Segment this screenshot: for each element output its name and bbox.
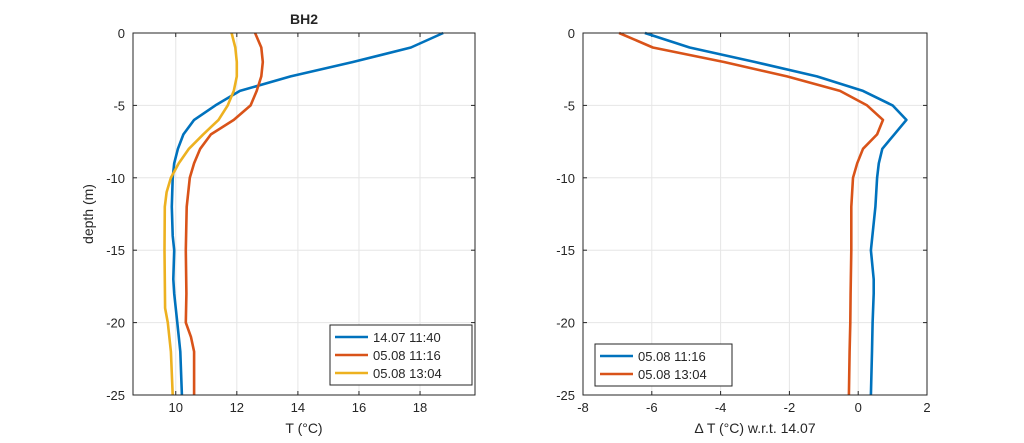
y-tick-label: -15 [106, 243, 125, 258]
series-line-05-08-13-04 [618, 31, 885, 396]
y-tick-label: -10 [556, 171, 575, 186]
legend-label: 14.07 11:40 [373, 330, 441, 345]
x-tick-label: 0 [855, 400, 862, 415]
legend: 14.07 11:40 05.08 11:16 05.08 13:04 [329, 324, 473, 386]
series-line-14-07-11-40 [170, 31, 444, 396]
x-tick-label: 12 [230, 400, 244, 415]
x-tick-label: -2 [784, 400, 796, 415]
legend-box [594, 343, 733, 387]
x-tick-label: 14 [291, 400, 305, 415]
y-tick-label: 0 [118, 26, 125, 41]
x-tick-label: 2 [923, 400, 930, 415]
y-tick-label: -15 [556, 243, 575, 258]
y-tick-label: -25 [556, 388, 575, 403]
series-line-05-08-11-16 [184, 32, 265, 395]
x-tick-label: 10 [169, 400, 183, 415]
axes-box [582, 32, 928, 396]
legend-label: 05.08 13:04 [638, 367, 707, 382]
y-tick-label: -20 [106, 316, 125, 331]
axes-1: 10 12 14 16 18 0 -5 -10 -15 -20 -25 BH2 T (°C) depth … [80, 11, 476, 436]
y-tick-label: -25 [106, 388, 125, 403]
legend-label: 05.08 13:04 [373, 366, 442, 381]
x-tick-label: 18 [413, 400, 427, 415]
x-axis-label: Δ T (°C) w.r.t. 14.07 [694, 420, 816, 436]
legend: 05.08 11:16 05.08 13:04 [594, 343, 733, 387]
series-line-05-08-11-16 [644, 31, 908, 396]
legend-label: 05.08 11:16 [638, 349, 706, 364]
x-tick-label: -8 [577, 400, 589, 415]
x-axis-label: T (°C) [285, 420, 322, 436]
y-tick-label: 0 [568, 26, 575, 41]
series-line-05-08-13-04 [163, 32, 239, 396]
chart-title: BH2 [290, 11, 318, 27]
legend-label: 05.08 11:16 [373, 348, 441, 363]
x-tick-label: -6 [646, 400, 658, 415]
y-tick-label: -20 [556, 316, 575, 331]
axes-2: -8 -6 -4 -2 0 20-5-10-15-20-25Δ T (°C) w.r.t.… [556, 26, 930, 436]
y-tick-label: -5 [113, 98, 125, 113]
axes-box [132, 32, 476, 396]
y-axis-label: depth (m) [80, 184, 96, 244]
x-tick-label: 16 [352, 400, 366, 415]
y-tick-label: -5 [563, 98, 575, 113]
y-tick-label: -10 [106, 171, 125, 186]
x-tick-label: -4 [715, 400, 727, 415]
